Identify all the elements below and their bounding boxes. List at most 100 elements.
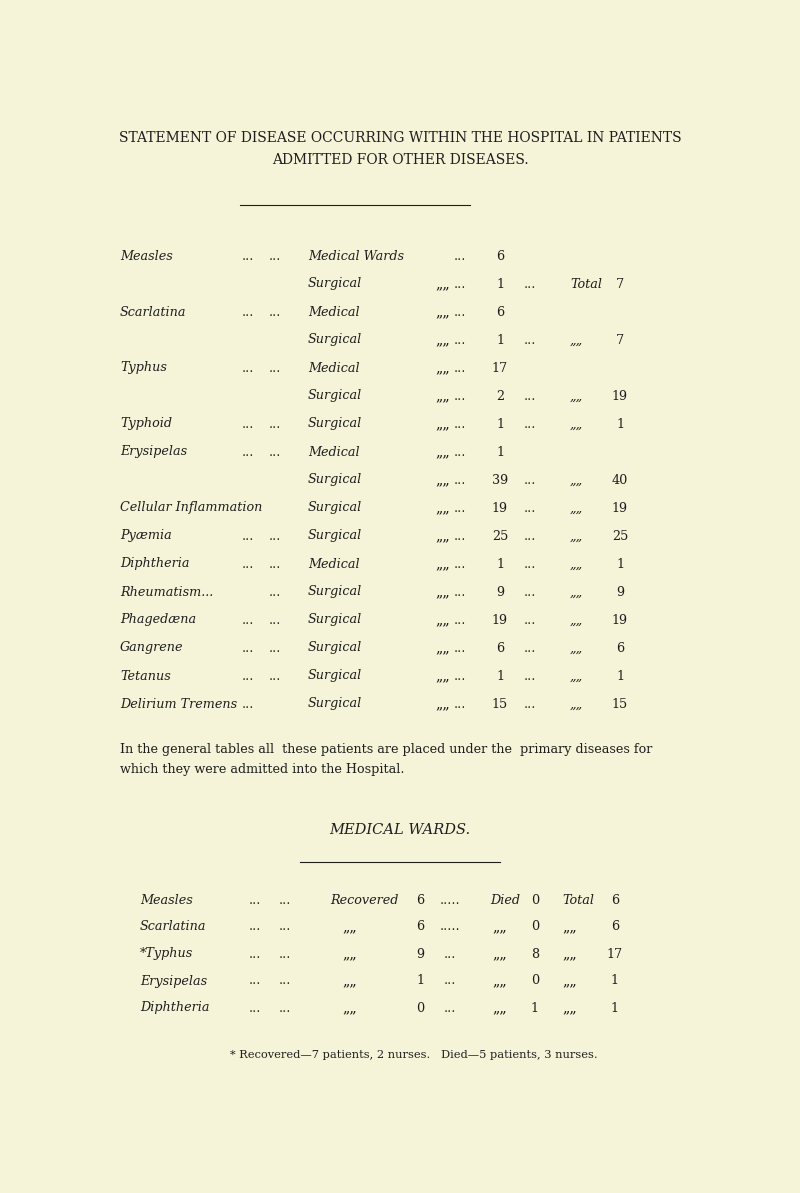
Text: „„: „„ <box>342 1001 358 1015</box>
Text: which they were admitted into the Hospital.: which they were admitted into the Hospit… <box>120 764 405 777</box>
Text: ...: ... <box>242 305 254 319</box>
Text: 1: 1 <box>496 278 504 291</box>
Text: 6: 6 <box>416 894 424 907</box>
Text: ...: ... <box>524 642 536 655</box>
Text: ...: ... <box>454 642 466 655</box>
Text: ...: ... <box>269 613 281 626</box>
Text: ...: ... <box>269 249 281 262</box>
Text: ...: ... <box>242 361 254 375</box>
Text: ...: ... <box>524 557 536 570</box>
Text: Erysipelas: Erysipelas <box>140 975 207 988</box>
Text: 1: 1 <box>616 418 624 431</box>
Text: ...: ... <box>444 1001 456 1014</box>
Text: 6: 6 <box>611 921 619 933</box>
Text: ...: ... <box>454 278 466 291</box>
Text: Surgical: Surgical <box>308 530 362 543</box>
Text: Pyæmia: Pyæmia <box>120 530 172 543</box>
Text: 1: 1 <box>611 975 619 988</box>
Text: 19: 19 <box>612 613 628 626</box>
Text: „„: „„ <box>435 697 450 711</box>
Text: * Recovered—7 patients, 2 nurses.   Died—5 patients, 3 nurses.: * Recovered—7 patients, 2 nurses. Died—5… <box>230 1050 598 1061</box>
Text: Surgical: Surgical <box>308 642 362 655</box>
Text: ...: ... <box>454 501 466 514</box>
Text: ...: ... <box>242 613 254 626</box>
Text: „„: „„ <box>435 585 450 599</box>
Text: ...: ... <box>444 975 456 988</box>
Text: ...: ... <box>279 921 291 933</box>
Text: Scarlatina: Scarlatina <box>120 305 186 319</box>
Text: ...: ... <box>454 418 466 431</box>
Text: ...: ... <box>454 586 466 599</box>
Text: *Typhus: *Typhus <box>140 947 194 960</box>
Text: 25: 25 <box>612 530 628 543</box>
Text: Surgical: Surgical <box>308 501 362 514</box>
Text: 6: 6 <box>496 305 504 319</box>
Text: „„: „„ <box>435 333 450 347</box>
Text: Scarlatina: Scarlatina <box>140 921 206 933</box>
Text: ...: ... <box>454 613 466 626</box>
Text: Surgical: Surgical <box>308 698 362 711</box>
Text: ...: ... <box>524 530 536 543</box>
Text: 19: 19 <box>612 501 628 514</box>
Text: ...: ... <box>524 474 536 487</box>
Text: 0: 0 <box>416 1001 424 1014</box>
Text: ...: ... <box>454 334 466 346</box>
Text: ...: ... <box>444 947 456 960</box>
Text: STATEMENT OF DISEASE OCCURRING WITHIN THE HOSPITAL IN PATIENTS: STATEMENT OF DISEASE OCCURRING WITHIN TH… <box>118 131 682 146</box>
Text: „„: „„ <box>435 669 450 684</box>
Text: ...: ... <box>242 530 254 543</box>
Text: 1: 1 <box>496 557 504 570</box>
Text: ...: ... <box>242 642 254 655</box>
Text: „„: „„ <box>493 1001 507 1015</box>
Text: 1: 1 <box>496 334 504 346</box>
Text: 6: 6 <box>611 894 619 907</box>
Text: 1: 1 <box>616 557 624 570</box>
Text: „„: „„ <box>570 669 583 682</box>
Text: ADMITTED FOR OTHER DISEASES.: ADMITTED FOR OTHER DISEASES. <box>272 153 528 167</box>
Text: 7: 7 <box>616 278 624 291</box>
Text: ...: ... <box>454 698 466 711</box>
Text: 9: 9 <box>496 586 504 599</box>
Text: Typhoid: Typhoid <box>120 418 172 431</box>
Text: ...: ... <box>524 586 536 599</box>
Text: 6: 6 <box>496 642 504 655</box>
Text: ...: ... <box>269 669 281 682</box>
Text: ...: ... <box>269 557 281 570</box>
Text: „„: „„ <box>493 947 507 962</box>
Text: ...: ... <box>249 921 261 933</box>
Text: „„: „„ <box>570 586 583 599</box>
Text: 1: 1 <box>496 418 504 431</box>
Text: ...: ... <box>242 557 254 570</box>
Text: „„: „„ <box>570 389 583 402</box>
Text: Rheumatism...: Rheumatism... <box>120 586 214 599</box>
Text: Medical: Medical <box>308 361 360 375</box>
Text: 1: 1 <box>496 445 504 458</box>
Text: ...: ... <box>454 474 466 487</box>
Text: ...: ... <box>249 894 261 907</box>
Text: 15: 15 <box>492 698 508 711</box>
Text: Medical: Medical <box>308 305 360 319</box>
Text: Tetanus: Tetanus <box>120 669 170 682</box>
Text: „„: „„ <box>562 947 578 962</box>
Text: ...: ... <box>454 361 466 375</box>
Text: .....: ..... <box>440 921 460 933</box>
Text: Cellular Inflammation: Cellular Inflammation <box>120 501 262 514</box>
Text: Medical: Medical <box>308 557 360 570</box>
Text: 17: 17 <box>607 947 623 960</box>
Text: ...: ... <box>454 530 466 543</box>
Text: 1: 1 <box>531 1001 539 1014</box>
Text: „„: „„ <box>570 613 583 626</box>
Text: Total: Total <box>570 278 602 291</box>
Text: ...: ... <box>524 698 536 711</box>
Text: „„: „„ <box>435 472 450 487</box>
Text: 1: 1 <box>416 975 424 988</box>
Text: ...: ... <box>454 389 466 402</box>
Text: „„: „„ <box>342 920 358 934</box>
Text: Surgical: Surgical <box>308 278 362 291</box>
Text: Gangrene: Gangrene <box>120 642 183 655</box>
Text: ...: ... <box>242 445 254 458</box>
Text: 6: 6 <box>416 921 424 933</box>
Text: „„: „„ <box>562 1001 578 1015</box>
Text: Surgical: Surgical <box>308 418 362 431</box>
Text: ...: ... <box>249 1001 261 1014</box>
